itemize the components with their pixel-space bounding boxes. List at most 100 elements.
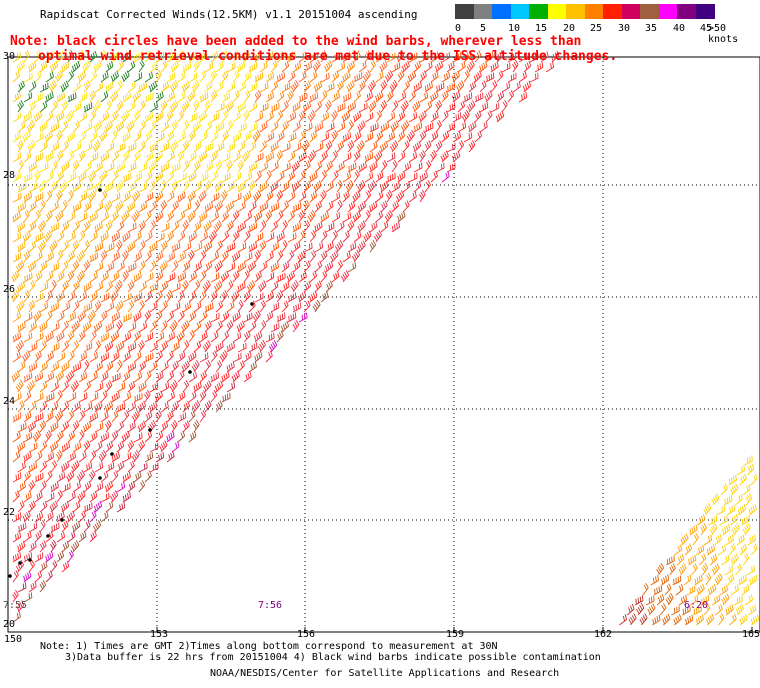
contamination-marker <box>188 370 192 374</box>
wind-barb <box>23 290 30 303</box>
wind-barb <box>93 500 103 513</box>
wind-barb <box>364 91 373 103</box>
wind-barb <box>320 189 327 203</box>
wind-barb <box>265 71 275 83</box>
wind-barb <box>93 180 103 193</box>
wind-barb <box>226 82 236 93</box>
wind-barb <box>55 370 64 383</box>
wind-barb <box>193 221 202 233</box>
wind-barb <box>276 51 285 63</box>
wind-barb <box>34 251 43 263</box>
wind-barb <box>111 410 119 423</box>
wind-barb <box>155 332 165 343</box>
wind-barb <box>133 371 143 383</box>
wind-barb <box>479 121 488 133</box>
wind-barb <box>155 371 164 383</box>
wind-barb <box>220 270 230 283</box>
wind-barb <box>49 240 58 253</box>
wind-barb <box>138 201 148 213</box>
wind-barb <box>314 122 324 133</box>
wind-barb <box>419 52 429 63</box>
wind-barb <box>364 132 374 143</box>
wind-barb <box>34 412 44 423</box>
wind-barb <box>430 170 439 183</box>
wind-barb <box>703 603 711 616</box>
wind-barb <box>287 191 296 203</box>
wind-barb <box>166 251 176 263</box>
wind-barb <box>171 220 180 233</box>
wind-barb <box>27 420 37 433</box>
wind-barb <box>331 230 338 243</box>
wind-barb <box>237 201 246 213</box>
wind-barb <box>72 420 80 433</box>
wind-barb <box>138 462 148 473</box>
wind-barb <box>116 481 126 493</box>
wind-barb <box>43 230 53 243</box>
wind-barb <box>419 149 426 163</box>
wind-barb <box>116 220 125 233</box>
wind-barb <box>389 140 399 153</box>
wind-barb <box>270 281 279 293</box>
wind-barb <box>39 580 47 593</box>
wind-barb <box>166 52 176 63</box>
wind-barb <box>138 260 146 273</box>
wind-barb <box>518 91 528 103</box>
wind-barb <box>133 51 143 63</box>
wind-barb <box>320 132 330 143</box>
wind-barb <box>148 160 157 173</box>
wind-barb <box>342 251 351 263</box>
wind-barb <box>342 131 352 143</box>
wind-barb <box>155 69 162 83</box>
wind-barb <box>314 142 324 153</box>
wind-barb <box>22 230 31 243</box>
wind-barb <box>369 201 378 213</box>
time-label-mid: 7:56 <box>258 600 283 611</box>
wind-barb <box>270 241 280 253</box>
wind-barb <box>78 429 85 443</box>
wind-barb <box>39 561 48 573</box>
wind-barb <box>131 409 140 423</box>
wind-barb <box>379 60 388 73</box>
wind-barb <box>105 242 115 253</box>
wind-barb <box>23 92 33 103</box>
wind-barb <box>133 251 142 263</box>
wind-barb <box>89 252 99 263</box>
wind-barb <box>413 122 423 133</box>
wind-barb <box>149 442 159 453</box>
wind-barb <box>55 210 64 223</box>
wind-barb <box>122 452 132 463</box>
wind-barb <box>45 392 55 403</box>
wind-barb <box>39 440 48 453</box>
wind-barb <box>105 380 113 393</box>
wind-barb <box>391 221 401 233</box>
wind-barb <box>100 151 110 163</box>
wind-barb <box>336 140 345 153</box>
wind-barb <box>56 291 65 303</box>
wind-barb <box>23 390 32 403</box>
wind-barb <box>287 232 297 243</box>
wind-barb <box>94 340 101 353</box>
wind-barb <box>67 189 74 203</box>
wind-barb <box>375 210 384 223</box>
wind-barb <box>93 60 102 73</box>
wind-barb <box>188 330 195 343</box>
wind-barb <box>182 140 190 153</box>
wind-barb <box>39 121 48 133</box>
wind-barb <box>45 351 54 363</box>
wind-barb <box>199 311 208 323</box>
wind-barb <box>72 340 80 353</box>
wind-barb <box>94 441 103 453</box>
wind-barb <box>72 102 82 113</box>
wind-barb <box>16 260 25 273</box>
wind-barb <box>495 110 505 123</box>
wind-barb <box>181 320 190 333</box>
wind-barb <box>307 209 316 223</box>
wind-barb <box>61 380 69 393</box>
wind-barb <box>252 309 261 323</box>
wind-barb <box>94 361 103 373</box>
wind-barb <box>257 340 266 353</box>
wind-barb <box>281 142 291 153</box>
wind-barb <box>166 170 175 183</box>
wind-barb <box>122 231 131 243</box>
wind-barb <box>419 91 429 103</box>
